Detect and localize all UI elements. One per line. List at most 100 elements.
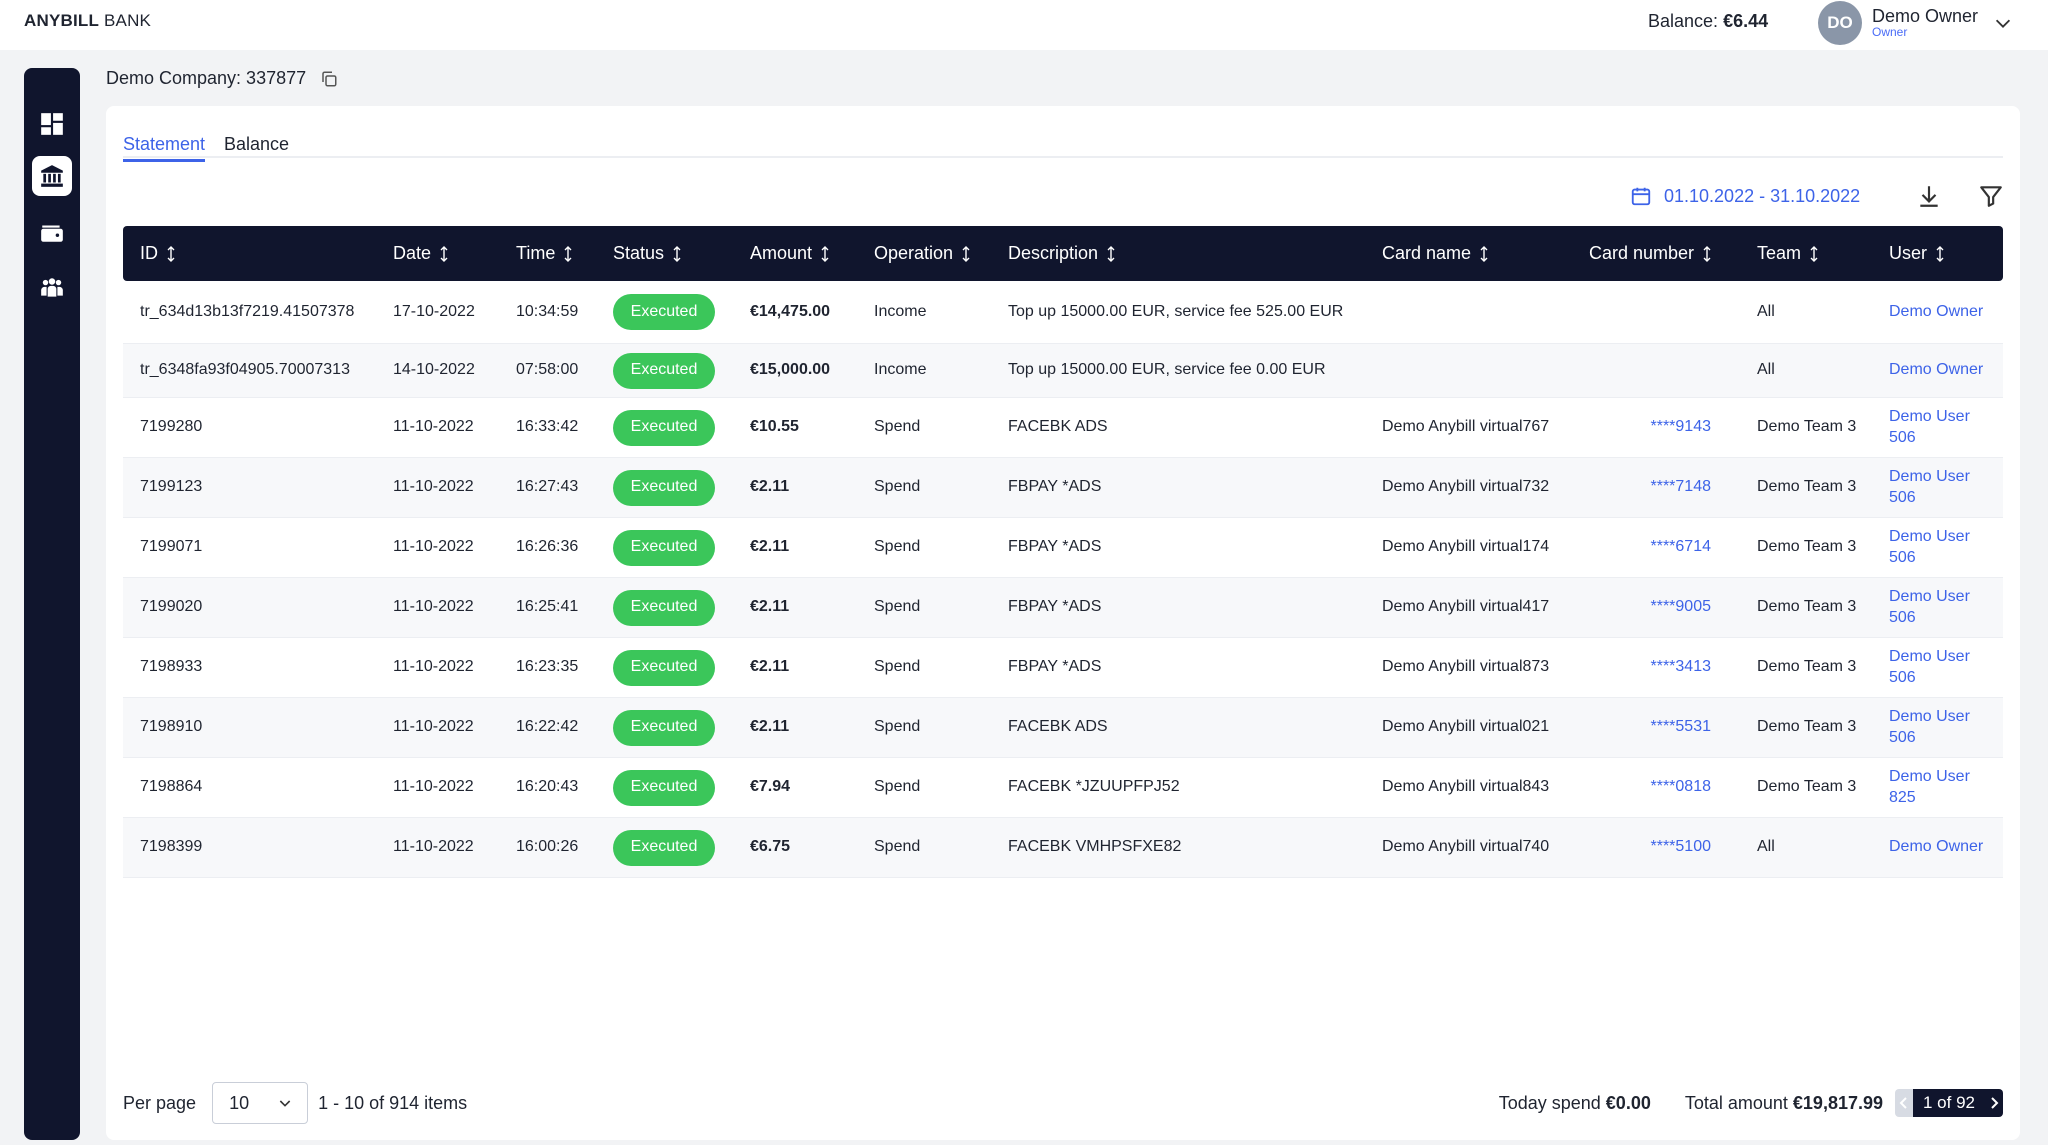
column-header-status[interactable]: Status xyxy=(613,226,682,281)
column-header-id[interactable]: ID xyxy=(140,226,176,281)
chevron-down-icon[interactable] xyxy=(1992,12,2014,34)
sort-icon[interactable] xyxy=(166,245,176,262)
column-header-card-name[interactable]: Card name xyxy=(1382,226,1489,281)
logo[interactable]: ANYBILL BANK xyxy=(24,11,151,31)
user-link[interactable]: Demo User 825 xyxy=(1889,767,1970,806)
next-page-button[interactable] xyxy=(1985,1089,2003,1117)
card-number-link[interactable]: ****5100 xyxy=(1650,838,1712,856)
cell-card-name: Demo Anybill virtual021 xyxy=(1382,698,1582,757)
status-badge: Executed xyxy=(613,529,715,566)
cell-text: Income xyxy=(874,302,927,320)
cell-time: 16:20:43 xyxy=(516,758,606,817)
sort-icon[interactable] xyxy=(820,245,830,262)
sort-icon[interactable] xyxy=(1809,245,1819,262)
user-link[interactable]: Demo User 506 xyxy=(1889,467,1970,506)
cell-card-name: Demo Anybill virtual843 xyxy=(1382,758,1582,817)
table-row[interactable]: 7198933 11-10-2022 16:23:35 Executed €2.11 Sp… xyxy=(123,638,2003,698)
cell-text: 7199280 xyxy=(140,418,203,436)
sort-icon[interactable] xyxy=(563,245,573,262)
copy-icon[interactable] xyxy=(320,70,338,88)
card-number-link[interactable]: ****6714 xyxy=(1650,538,1712,556)
card-number-link[interactable]: ****0818 xyxy=(1650,778,1712,796)
column-header-user[interactable]: User xyxy=(1889,226,1945,281)
column-header-operation[interactable]: Operation xyxy=(874,226,971,281)
card-number-link[interactable]: ****3413 xyxy=(1650,658,1712,676)
sort-icon[interactable] xyxy=(1106,245,1116,262)
tab-statement[interactable]: Statement xyxy=(123,134,206,162)
column-header-label: User xyxy=(1889,243,1928,263)
cell-operation: Income xyxy=(874,281,1002,343)
user-link[interactable]: Demo User 506 xyxy=(1889,407,1970,446)
card-number-link[interactable]: ****7148 xyxy=(1650,478,1712,496)
table-row[interactable]: tr_6348fa93f04905.70007313 14-10-2022 07:5… xyxy=(123,344,2003,398)
card-number-link[interactable]: ****9005 xyxy=(1650,598,1712,616)
date-range-picker[interactable]: 01.10.2022 - 31.10.2022 xyxy=(1630,185,1860,207)
cell-date: 11-10-2022 xyxy=(393,818,508,877)
per-page-select[interactable]: 10 xyxy=(212,1082,309,1124)
sidebar-item-bank[interactable] xyxy=(32,156,72,196)
table-row[interactable]: 7199071 11-10-2022 16:26:36 Executed €2.11 Sp… xyxy=(123,518,2003,578)
sidebar-item-wallet[interactable] xyxy=(32,212,72,252)
cell-description: FACEBK ADS xyxy=(1008,698,1373,757)
column-header-card-number[interactable]: Card number xyxy=(1589,226,1712,281)
sidebar-item-dashboard[interactable] xyxy=(32,104,72,144)
cell-id: 7198910 xyxy=(140,698,380,757)
cell-text: Spend xyxy=(874,478,921,496)
sort-icon[interactable] xyxy=(672,245,682,262)
avatar[interactable]: DO xyxy=(1818,1,1862,45)
table-row[interactable]: 7199280 11-10-2022 16:33:42 Executed €10.55 S… xyxy=(123,398,2003,458)
column-header-time[interactable]: Time xyxy=(516,226,573,281)
cell-text: €15,000.00 xyxy=(750,361,831,379)
cell-text: 7198399 xyxy=(140,838,203,856)
cell-text: Demo Anybill virtual174 xyxy=(1382,538,1550,556)
cell-description: FACEBK VMHPSFXE82 xyxy=(1008,818,1373,877)
sort-icon[interactable] xyxy=(1702,245,1712,262)
sidebar-item-team[interactable] xyxy=(32,268,72,308)
user-link[interactable]: Demo User 506 xyxy=(1889,527,1970,566)
today-spend: Today spend €0.00 xyxy=(1499,1093,1651,1114)
column-header-team[interactable]: Team xyxy=(1757,226,1819,281)
cell-text: FACEBK VMHPSFXE82 xyxy=(1008,838,1182,856)
table-row[interactable]: tr_634d13b13f7219.41507378 17-10-2022 10:3… xyxy=(123,281,2003,344)
user-link[interactable]: Demo Owner xyxy=(1889,302,1984,320)
table-row[interactable]: 7199123 11-10-2022 16:27:43 Executed €2.11 Sp… xyxy=(123,458,2003,518)
cell-text: Spend xyxy=(874,658,921,676)
table-row[interactable]: 7199020 11-10-2022 16:25:41 Executed €2.11 Sp… xyxy=(123,578,2003,638)
user-info: Demo Owner Owner xyxy=(1872,7,1978,38)
cell-date: 14-10-2022 xyxy=(393,344,508,397)
user-link[interactable]: Demo User 506 xyxy=(1889,647,1970,686)
sort-icon[interactable] xyxy=(1479,245,1489,262)
download-icon[interactable] xyxy=(1916,183,1942,209)
sort-icon[interactable] xyxy=(961,245,971,262)
prev-page-button[interactable] xyxy=(1895,1089,1913,1117)
cell-description: Top up 15000.00 EUR, service fee 0.00 EU… xyxy=(1008,344,1373,397)
cell-time: 07:58:00 xyxy=(516,344,606,397)
user-link[interactable]: Demo User 506 xyxy=(1889,587,1970,626)
filter-icon[interactable] xyxy=(1978,183,2004,209)
cell-team: Demo Team 3 xyxy=(1757,458,1881,517)
tab-balance[interactable]: Balance xyxy=(224,134,290,154)
user-link[interactable]: Demo User 506 xyxy=(1889,707,1970,746)
column-header-description[interactable]: Description xyxy=(1008,226,1116,281)
per-page-value: 10 xyxy=(229,1092,250,1113)
column-header-amount[interactable]: Amount xyxy=(750,226,830,281)
card-number-link[interactable]: ****9143 xyxy=(1650,418,1712,436)
cell-text: €2.11 xyxy=(750,478,790,496)
sort-icon[interactable] xyxy=(1935,245,1945,262)
sort-icon[interactable] xyxy=(439,245,449,262)
cell-operation: Spend xyxy=(874,638,1002,697)
column-header-date[interactable]: Date xyxy=(393,226,449,281)
cell-card-name: Demo Anybill virtual174 xyxy=(1382,518,1582,577)
cell-operation: Spend xyxy=(874,578,1002,637)
total-amount-value: €19,817.99 xyxy=(1792,1092,1883,1113)
cell-team: Demo Team 3 xyxy=(1757,698,1881,757)
cell-text: 11-10-2022 xyxy=(393,598,474,616)
card-number-link[interactable]: ****5531 xyxy=(1650,718,1712,736)
user-link[interactable]: Demo Owner xyxy=(1889,361,1984,379)
cell-card-name xyxy=(1382,344,1582,397)
table-row[interactable]: 7198910 11-10-2022 16:22:42 Executed €2.11 Sp… xyxy=(123,698,2003,758)
table-row[interactable]: 7198864 11-10-2022 16:20:43 Executed €7.94 Sp… xyxy=(123,758,2003,818)
user-link[interactable]: Demo Owner xyxy=(1889,838,1984,856)
user-menu[interactable]: DO Demo Owner Owner xyxy=(1818,1,2014,45)
table-row[interactable]: 7198399 11-10-2022 16:00:26 Executed €6.75 Sp… xyxy=(123,818,2003,878)
